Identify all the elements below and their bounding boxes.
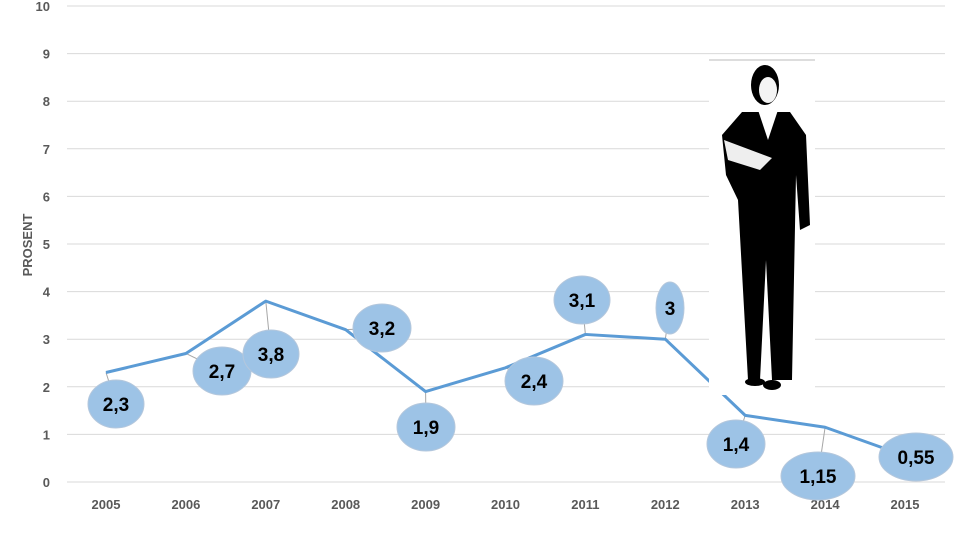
- x-tick-label: 2007: [251, 497, 280, 512]
- y-axis-label: PROSENT: [20, 214, 35, 277]
- data-label-bubble: [706, 419, 766, 469]
- data-label-bubble: [396, 402, 456, 452]
- x-tick-label: 2009: [411, 497, 440, 512]
- y-tick-label: 5: [43, 237, 50, 252]
- x-tick-label: 2014: [811, 497, 841, 512]
- y-tick-label: 9: [43, 47, 50, 62]
- series-line: [105, 299, 906, 458]
- y-tick-label: 0: [43, 475, 50, 490]
- data-label: 1,15: [800, 467, 837, 488]
- data-label-bubble: [780, 451, 856, 501]
- y-tick-label: 1: [43, 427, 50, 442]
- y-tick-label: 10: [36, 0, 50, 14]
- x-tick-label: 2006: [171, 497, 200, 512]
- data-label: 0,55: [898, 448, 935, 469]
- data-label-bubble: [878, 432, 954, 482]
- data-label: 2,3: [103, 395, 129, 416]
- data-label-bubble: [553, 275, 611, 325]
- data-label: 3,1: [569, 291, 596, 312]
- data-label-bubble: [655, 281, 685, 335]
- data-label-bubble: [504, 356, 564, 406]
- x-tick-label: 2008: [331, 497, 360, 512]
- y-tick-label: 2: [43, 380, 50, 395]
- data-label: 1,4: [723, 435, 750, 456]
- y-tick-label: 6: [43, 189, 50, 204]
- y-tick-label: 8: [43, 94, 50, 109]
- data-label: 3,2: [369, 319, 395, 340]
- y-tick-label: 3: [43, 332, 50, 347]
- data-label: 2,4: [521, 372, 548, 393]
- data-label-bubble: [242, 329, 300, 379]
- x-tick-label: 2011: [571, 497, 599, 512]
- data-label: 2,7: [209, 362, 235, 383]
- data-label: 1,9: [413, 418, 439, 439]
- data-label-bubble: [87, 379, 145, 429]
- x-tick-label: 2010: [491, 497, 520, 512]
- x-tick-label: 2005: [92, 497, 121, 512]
- x-tick-label: 2013: [731, 497, 760, 512]
- data-label: 3,8: [258, 345, 284, 366]
- y-tick-label: 7: [43, 142, 50, 157]
- data-label: 3: [665, 299, 676, 320]
- x-tick-label: 2012: [651, 497, 680, 512]
- woman-figure-image: [709, 59, 815, 395]
- x-tick-label: 2015: [891, 497, 920, 512]
- data-label-bubble: [352, 303, 412, 353]
- y-tick-label: 4: [43, 285, 51, 300]
